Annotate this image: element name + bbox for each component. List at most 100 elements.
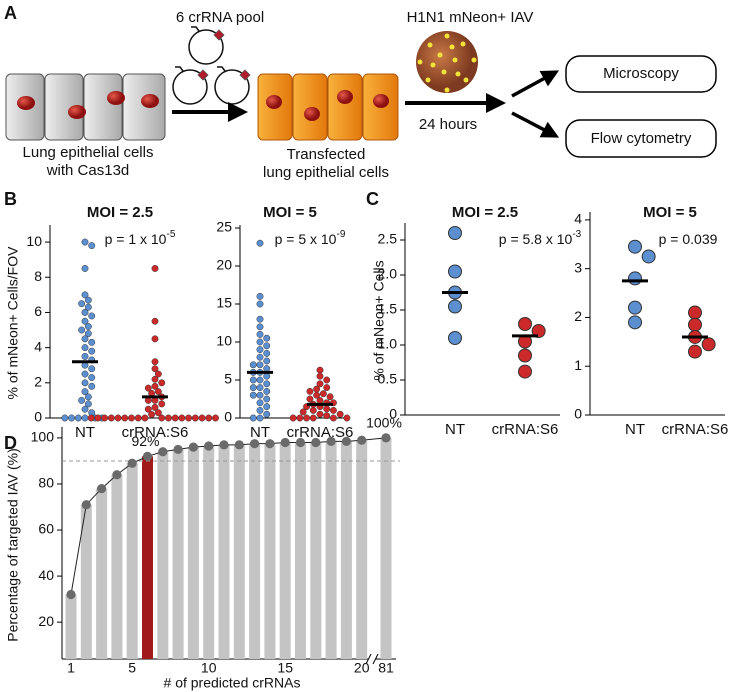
bar [325, 441, 337, 659]
bar [96, 488, 108, 659]
data-point [256, 384, 264, 392]
value-label: 92% [131, 433, 159, 449]
output-box [565, 55, 717, 93]
x-tick-label: NT [250, 424, 270, 441]
bar [203, 445, 215, 659]
bar [279, 442, 291, 659]
data-point [326, 436, 336, 446]
y-axis-label: % of mNeon+ Cells/FOV [5, 246, 21, 400]
data-point [309, 406, 317, 414]
data-point [88, 374, 96, 381]
data-point [107, 414, 115, 422]
data-point [256, 330, 264, 338]
chart-title: MOI = 5 [263, 204, 317, 221]
bar [111, 474, 123, 659]
data-point [256, 406, 264, 414]
bar [310, 442, 322, 659]
y-tick-label: 20 [38, 613, 54, 629]
x-tick-label: NT [625, 421, 645, 438]
orange-cells [257, 73, 399, 141]
x-tick-label: 10 [201, 660, 217, 676]
data-point [151, 403, 159, 411]
data-point [151, 358, 159, 366]
time-label: 24 hours [419, 116, 477, 133]
annotation-exponent: -9 [336, 229, 345, 240]
chart-title: MOI = 2.5 [87, 204, 153, 221]
data-point [81, 291, 89, 299]
data-point [112, 470, 122, 480]
data-point [316, 366, 324, 374]
data-point [299, 408, 307, 416]
data-point [250, 439, 260, 449]
data-point [84, 296, 92, 304]
data-point [448, 226, 462, 240]
data-point [336, 410, 344, 418]
data-point [158, 447, 168, 457]
data-point [256, 353, 264, 361]
data-point [263, 387, 271, 395]
virus [416, 31, 478, 93]
y-tick-label: 15 [216, 295, 232, 311]
data-point [641, 249, 656, 264]
data-point [81, 414, 89, 422]
y-tick-label: 8 [34, 268, 42, 284]
data-point [158, 414, 166, 422]
data-point [326, 393, 334, 401]
transfected-label: Transfected [287, 146, 366, 163]
data-point [151, 317, 159, 325]
data-point [256, 391, 264, 399]
data-point [81, 370, 89, 378]
y-tick-label: 5 [224, 371, 232, 387]
data-point [256, 361, 264, 369]
x-tick-label: NT [445, 421, 465, 438]
data-point [191, 414, 199, 422]
annotation-text: p = 5 x 10 [275, 231, 337, 247]
data-point [87, 414, 95, 422]
data-point [205, 414, 213, 422]
data-point [628, 271, 642, 286]
data-point [88, 312, 96, 320]
bar [233, 444, 245, 659]
data-point [256, 376, 264, 384]
data-point [144, 384, 152, 392]
data-point [265, 439, 275, 449]
x-tick-label: 1 [67, 660, 75, 676]
data-point [185, 414, 193, 422]
data-point [329, 406, 337, 414]
data-point [121, 414, 129, 422]
data-point [263, 380, 271, 388]
data-point [81, 265, 89, 272]
y-tick-label: 1 [574, 357, 582, 373]
data-point [81, 388, 89, 396]
data-point [148, 411, 156, 418]
data-point [518, 317, 532, 331]
data-point [518, 364, 532, 379]
data-point [154, 409, 162, 417]
data-point [448, 331, 462, 345]
data-point [141, 414, 149, 422]
cells-label: Lung epithelial cells [23, 144, 154, 161]
data-point [343, 414, 351, 422]
data-point [303, 414, 311, 422]
x-tick-label: NT [75, 424, 95, 441]
cells-label: with Cas13d [46, 162, 130, 179]
data-point [313, 391, 321, 399]
output-label: Microscopy [603, 65, 679, 82]
data-point [295, 437, 306, 448]
transfected-label: lung epithelial cells [263, 164, 389, 181]
y-tick-label: 4 [574, 211, 582, 227]
data-point [316, 372, 324, 380]
data-point [280, 437, 290, 448]
data-point [66, 589, 76, 600]
annotation: p = 1 x 10-5 [105, 229, 176, 247]
data-point [263, 342, 271, 350]
data-point [628, 300, 642, 315]
axis-break [365, 653, 379, 665]
annotation-exponent: -3 [572, 229, 581, 240]
data-point [219, 440, 229, 450]
data-point [151, 382, 159, 390]
panel-label: B [4, 189, 17, 209]
data-point [256, 239, 264, 247]
y-tick-label: 80 [38, 475, 54, 491]
